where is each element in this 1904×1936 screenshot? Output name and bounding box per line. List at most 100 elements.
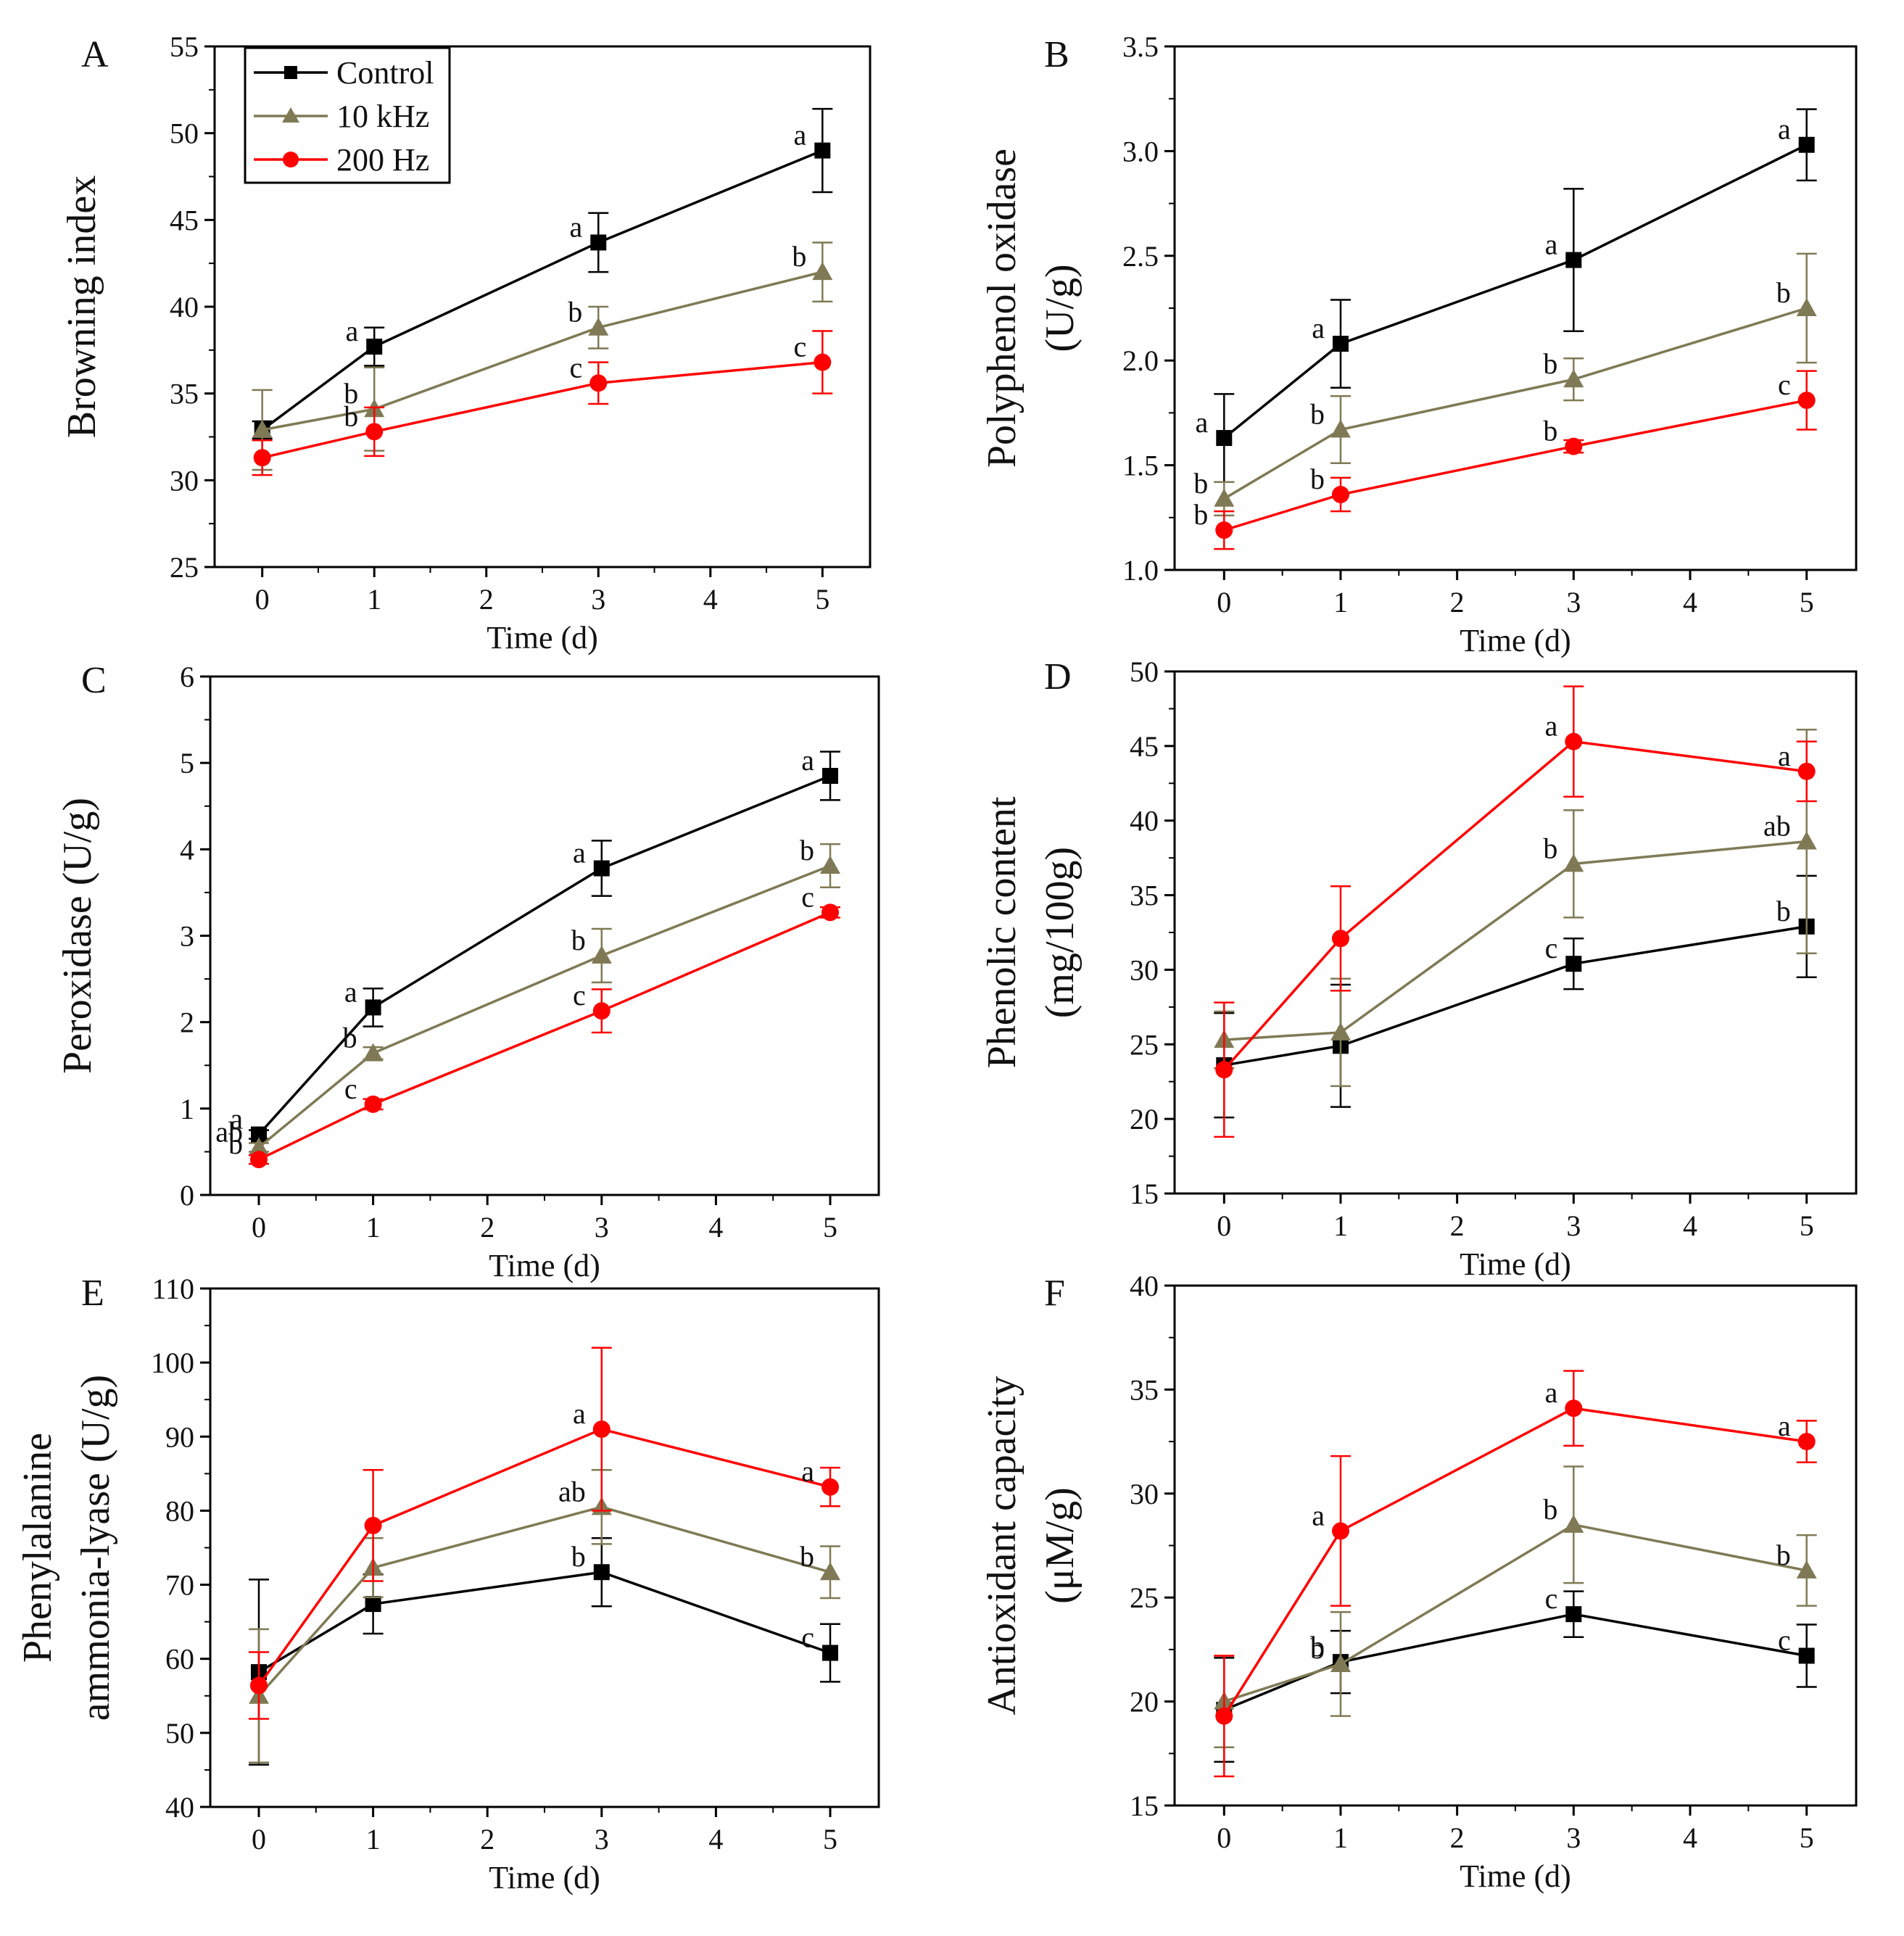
plot-frame xyxy=(1173,45,1858,571)
y-tick-label: 3.0 xyxy=(1122,135,1159,167)
x-tick-label: 1 xyxy=(366,1823,381,1856)
data-point xyxy=(588,317,609,336)
series-line xyxy=(1223,144,1808,439)
significance-letter: b xyxy=(1543,415,1557,447)
legend-marker xyxy=(284,66,297,79)
data-point xyxy=(1330,1653,1351,1672)
x-tick-label: 1 xyxy=(367,583,381,616)
significance-letter: c xyxy=(1778,1624,1791,1657)
significance-letter: a xyxy=(344,975,357,1008)
data-point xyxy=(1563,369,1584,388)
x-tick-label: 4 xyxy=(1683,1209,1697,1242)
significance-letter: a xyxy=(345,315,358,347)
y-tick-label: 1.0 xyxy=(1122,554,1159,587)
y-tick-label: 35 xyxy=(1130,880,1159,912)
x-tick-label: 3 xyxy=(595,1211,609,1244)
significance-letter: b xyxy=(1193,498,1208,531)
series-control: bc xyxy=(248,1536,841,1766)
y-axis-title: Antioxidant capacity xyxy=(980,1376,1025,1715)
data-point xyxy=(1216,430,1233,447)
y-tick-label: 50 xyxy=(170,117,199,150)
significance-letter: a xyxy=(1778,740,1791,772)
series-10-khz: bbb xyxy=(252,240,833,471)
data-point xyxy=(1331,1522,1349,1540)
series-200-hz: a a a xyxy=(1214,1370,1817,1778)
series-line xyxy=(258,1571,831,1674)
significance-letter: b xyxy=(228,1128,243,1160)
x-tick-label: 3 xyxy=(591,583,605,616)
y-tick-label: 25 xyxy=(1130,1028,1159,1061)
x-tick-label: 5 xyxy=(1800,1209,1814,1242)
y-axis-title: (μM/g) xyxy=(1038,1487,1083,1604)
y-tick-label: 55 xyxy=(170,30,199,63)
significance-letter: a xyxy=(573,1397,586,1430)
significance-letter: b xyxy=(800,1540,814,1573)
data-point xyxy=(1563,1514,1584,1533)
panel-letter: E xyxy=(81,1273,104,1314)
y-tick-label: 80 xyxy=(165,1494,194,1527)
x-tick-label: 3 xyxy=(595,1823,609,1856)
data-point xyxy=(1797,762,1816,780)
data-point xyxy=(366,339,383,355)
x-tick-label: 0 xyxy=(252,1823,266,1856)
significance-letter: b xyxy=(568,296,582,328)
panel-letter: B xyxy=(1044,34,1069,75)
panel-b: B 1.0 1.5 2.0 2.5 3.0 3.5 0 1 2 3 4 5 Time (d) Polyphe… xyxy=(980,30,1858,658)
y-tick-label: 50 xyxy=(1130,655,1159,688)
significance-letter: a xyxy=(573,837,586,869)
series-line xyxy=(262,270,823,431)
x-tick-label: 2 xyxy=(479,583,494,616)
significance-letter: b xyxy=(344,400,358,432)
data-point xyxy=(820,1562,841,1581)
y-axis-title: Phenylalanine xyxy=(15,1433,60,1663)
data-point xyxy=(821,903,840,922)
data-point xyxy=(821,1478,840,1496)
panel-letter: F xyxy=(1044,1273,1065,1314)
significance-letter: c xyxy=(801,1621,814,1654)
data-point xyxy=(1565,1399,1583,1418)
data-point xyxy=(1796,298,1817,316)
panel-f: F 15 20 25 30 35 40 0 1 2 3 4 5 Time (d) Antioxidant c… xyxy=(980,1270,1858,1894)
data-point xyxy=(1214,488,1235,507)
series-line xyxy=(257,774,831,1135)
significance-letter: b xyxy=(1543,347,1557,380)
significance-letter: a xyxy=(230,1103,243,1135)
y-tick-label: 90 xyxy=(165,1420,194,1453)
x-tick-label: 2 xyxy=(1450,1209,1465,1242)
series-line xyxy=(261,149,823,431)
data-point xyxy=(1797,392,1816,410)
data-point xyxy=(1798,136,1815,153)
series-line xyxy=(1223,399,1808,531)
x-tick-label: 1 xyxy=(1333,586,1348,619)
significance-letter: b xyxy=(1193,467,1208,500)
significance-letter: a xyxy=(801,744,814,777)
x-tick-label: 0 xyxy=(255,583,270,616)
data-point xyxy=(820,855,841,874)
significance-letter: b xyxy=(1776,895,1791,927)
x-tick-label: 0 xyxy=(1217,1821,1231,1854)
data-point xyxy=(365,999,381,1016)
y-tick-label: 15 xyxy=(1130,1178,1159,1210)
y-tick-label: 50 xyxy=(165,1717,194,1750)
data-point xyxy=(364,1095,382,1113)
legend-marker xyxy=(283,152,299,167)
significance-letter: a xyxy=(1312,312,1325,344)
x-axis-title: Time (d) xyxy=(489,1860,600,1895)
x-axis-title: Time (d) xyxy=(487,620,598,655)
data-point xyxy=(592,1002,610,1020)
significance-letter: c xyxy=(569,351,582,384)
y-tick-label: 6 xyxy=(180,661,194,693)
series-line xyxy=(1224,925,1807,1067)
legend-label: Control xyxy=(336,55,434,91)
data-point xyxy=(1563,853,1584,872)
x-tick-label: 4 xyxy=(703,583,718,616)
data-point xyxy=(1331,930,1349,948)
series-200-hz: b c c xyxy=(252,330,833,476)
significance-letter: a xyxy=(1196,406,1209,439)
data-point xyxy=(1565,732,1583,750)
data-point xyxy=(249,1151,268,1169)
series-10-khz: ab b b b xyxy=(215,834,841,1156)
significance-letter: a xyxy=(1778,113,1791,146)
significance-letter: a xyxy=(1778,1410,1791,1442)
data-point xyxy=(590,234,607,251)
